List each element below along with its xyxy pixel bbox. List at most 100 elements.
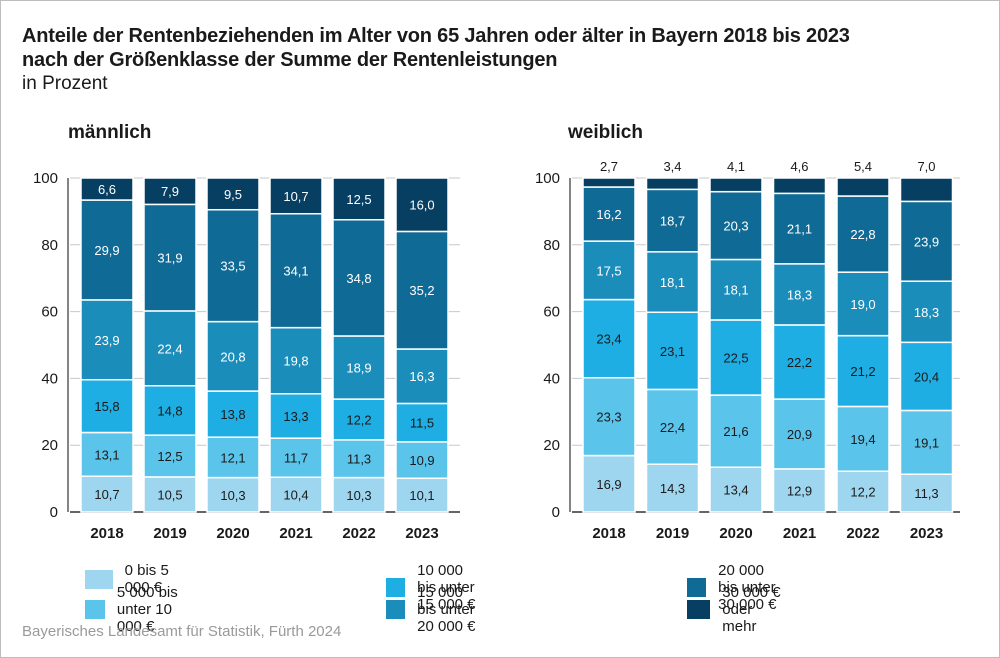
panel-title-weiblich: weiblich — [568, 122, 643, 143]
data-label: 7,0 — [917, 159, 935, 174]
data-label: 21,1 — [787, 222, 812, 237]
data-label: 19,1 — [914, 435, 939, 450]
y-tick-label: 100 — [535, 170, 560, 187]
legend-item-10000-15000: 10 000 bis unter 15 000 € — [386, 562, 482, 613]
y-tick-label: 20 — [543, 437, 560, 454]
x-tick-label: 2019 — [153, 525, 186, 542]
data-label: 13,3 — [283, 409, 308, 424]
data-label: 19,8 — [283, 354, 308, 369]
data-label: 20,4 — [914, 369, 939, 384]
unit-label: in Prozent — [22, 73, 108, 94]
data-label: 34,8 — [346, 271, 371, 286]
legend-label: 5 000 bis unter 10 000 € — [116, 584, 178, 635]
data-label: 35,2 — [409, 283, 434, 298]
y-tick-label: 40 — [41, 370, 58, 387]
data-label: 7,9 — [161, 184, 179, 199]
data-label: 23,1 — [660, 344, 685, 359]
legend-swatch — [687, 578, 707, 597]
bar-segment — [899, 409, 954, 476]
legend-swatch — [687, 600, 711, 619]
data-label: 21,2 — [850, 364, 875, 379]
x-tick-label: 2019 — [656, 525, 689, 542]
bar-segment — [395, 402, 449, 443]
data-label: 5,4 — [854, 159, 872, 174]
bar-segment — [772, 398, 827, 470]
data-label: 22,8 — [850, 227, 875, 242]
data-label: 31,9 — [157, 251, 182, 266]
bar-segment — [269, 476, 323, 513]
bar-segment — [645, 463, 700, 513]
data-label: 11,5 — [410, 416, 434, 431]
data-label: 16,3 — [409, 369, 434, 384]
data-label: 18,1 — [723, 283, 748, 298]
bar-segment — [709, 177, 763, 193]
data-label: 9,5 — [224, 187, 242, 202]
x-tick-label: 2021 — [279, 525, 312, 542]
y-tick-label: 0 — [50, 504, 58, 521]
bar-segment — [269, 177, 323, 215]
data-label: 22,2 — [787, 355, 812, 370]
y-tick-label: 100 — [33, 170, 58, 187]
legend-swatch — [85, 600, 105, 619]
bar-segment — [143, 310, 197, 387]
chart-title: Anteile der Rentenbeziehenden im Alter v… — [22, 24, 850, 72]
bar-segment — [206, 177, 260, 211]
data-label: 22,5 — [723, 351, 748, 366]
x-tick-label: 2020 — [719, 525, 752, 542]
data-label: 10,5 — [157, 487, 182, 502]
data-label: 10,4 — [283, 488, 308, 503]
x-tick-label: 2022 — [846, 525, 879, 542]
data-label: 33,5 — [220, 259, 245, 274]
data-label: 23,9 — [94, 333, 119, 348]
y-tick-label: 0 — [552, 504, 560, 521]
title-line-2: nach der Größenklasse der Summe der Rent… — [22, 49, 558, 71]
bar-segment — [269, 212, 323, 329]
bar-segment — [645, 188, 700, 253]
legend-label: 15 000 bis unter 20 000 € — [417, 584, 476, 635]
data-label: 10,7 — [283, 189, 308, 204]
legend-label: 20 000 bis unter 30 000 € — [718, 562, 777, 613]
y-tick-label: 80 — [41, 237, 58, 254]
bar-segment — [395, 477, 449, 513]
bar-segment — [80, 475, 134, 513]
data-label: 21,6 — [723, 424, 748, 439]
data-label: 22,4 — [660, 420, 685, 435]
data-label: 11,3 — [347, 452, 371, 467]
data-label: 12,9 — [787, 483, 812, 498]
x-tick-label: 2022 — [342, 525, 375, 542]
bar-segment — [332, 439, 386, 479]
data-label: 16,9 — [596, 477, 621, 492]
bar-segment — [645, 388, 700, 465]
bar-segment — [80, 378, 134, 434]
bar-segment — [709, 190, 763, 261]
data-label: 18,1 — [660, 275, 685, 290]
y-tick-label: 20 — [41, 437, 58, 454]
data-label: 16,2 — [596, 207, 621, 222]
data-label: 13,8 — [220, 407, 245, 422]
bar-segment — [899, 200, 954, 282]
data-label: 34,1 — [283, 264, 308, 279]
bar-segment — [772, 468, 827, 513]
title-line-1: Anteile der Rentenbeziehenden im Alter v… — [22, 25, 850, 47]
stacked-bar-charts: 0 20 40 60 80 100 10,7 13,1 15,8 23,9 29,9 6,6 2018 1… — [33, 159, 960, 542]
data-label: 23,3 — [596, 410, 621, 425]
bar-segment — [582, 177, 636, 188]
bar-segment — [836, 177, 890, 197]
bar-segment — [899, 473, 954, 513]
legend-item-15000-20000: 15 000 bis unter 20 000 € — [386, 584, 482, 635]
bar-segment — [269, 393, 323, 439]
legend-label: 30 000 € oder mehr — [722, 584, 781, 635]
bar-segment — [143, 177, 197, 206]
bar-segment — [269, 326, 323, 395]
bar-segment — [709, 394, 763, 468]
data-label: 19,4 — [850, 432, 875, 447]
data-label: 19,0 — [850, 297, 875, 312]
data-label: 13,1 — [94, 447, 119, 462]
data-label: 10,9 — [409, 453, 434, 468]
data-label: 23,9 — [914, 234, 939, 249]
data-label: 12,5 — [346, 192, 371, 207]
data-label: 13,4 — [723, 483, 748, 498]
y-tick-label: 60 — [543, 304, 560, 321]
bar-segment — [206, 390, 260, 438]
data-label: 20,9 — [787, 427, 812, 442]
